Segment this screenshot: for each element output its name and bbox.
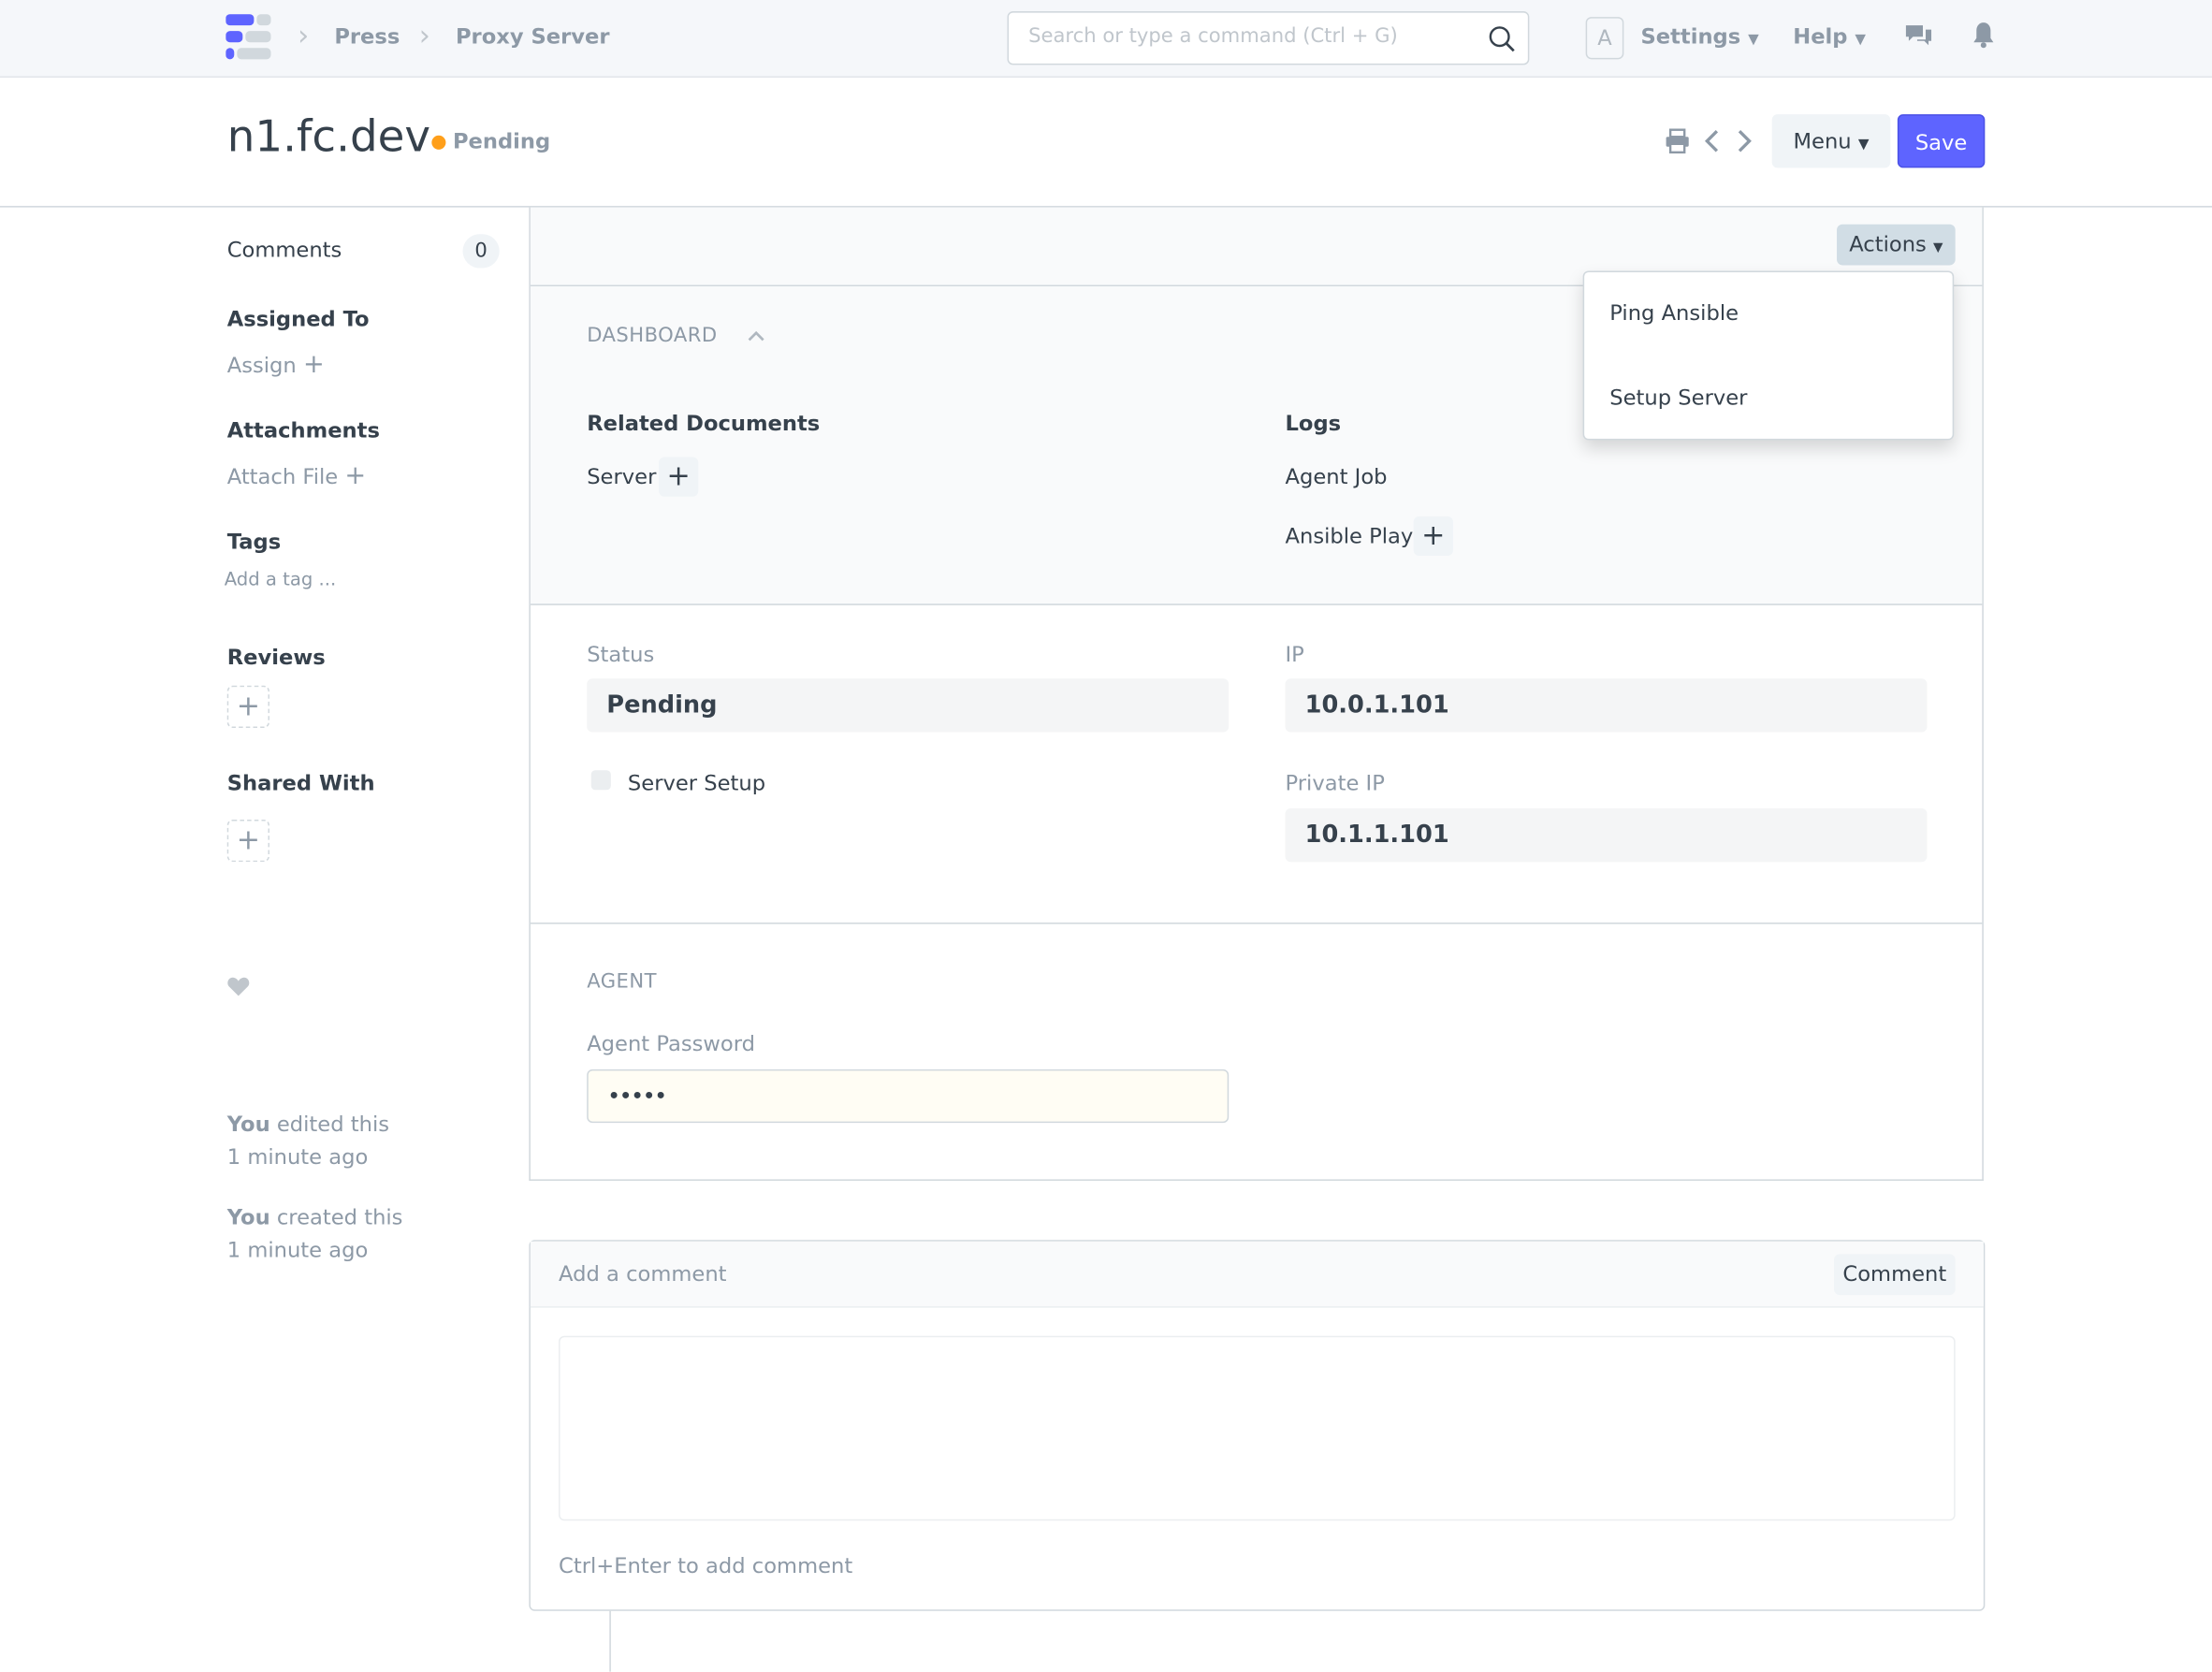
search-icon[interactable] — [1489, 25, 1517, 53]
previous-icon[interactable] — [1703, 128, 1723, 153]
breadcrumb-chevron-icon: › — [418, 18, 430, 52]
help-dropdown[interactable]: Help ▼ — [1793, 24, 1866, 50]
activity-user: You — [226, 1112, 270, 1138]
activity-created: You created this 1 minute ago — [227, 1202, 403, 1267]
assign-label: Assign — [226, 352, 297, 379]
breadcrumb-proxy-server[interactable]: Proxy Server — [455, 23, 610, 50]
comment-textarea[interactable] — [559, 1335, 1956, 1521]
settings-label: Settings — [1640, 23, 1741, 50]
attachments-heading: Attachments — [226, 417, 380, 443]
add-share-button[interactable]: + — [226, 819, 269, 863]
status-field: Pending — [587, 678, 1230, 733]
menu-label: Menu — [1793, 128, 1852, 154]
comment-hint: Ctrl+Enter to add comment — [559, 1552, 853, 1579]
help-label: Help — [1793, 23, 1848, 50]
app-logo[interactable] — [226, 14, 273, 62]
comment-header: Add a comment Comment — [530, 1241, 1984, 1308]
bell-icon[interactable] — [1971, 22, 1996, 50]
comment-box: Add a comment Comment Ctrl+Enter to add … — [529, 1240, 1986, 1611]
comment-button[interactable]: Comment — [1834, 1254, 1956, 1296]
actions-dropdown-menu — [1582, 270, 1955, 441]
activity-time: 1 minute ago — [226, 1237, 369, 1263]
caret-down-icon: ▼ — [1933, 240, 1943, 255]
next-icon[interactable] — [1734, 128, 1754, 153]
status-badge: Pending — [452, 128, 551, 154]
attach-file-label: Attach File — [226, 464, 339, 490]
status-label: Status — [587, 642, 655, 668]
chevron-up-icon[interactable] — [747, 328, 766, 342]
server-setup-checkbox[interactable] — [590, 770, 611, 791]
plus-icon: + — [344, 461, 367, 491]
heart-icon[interactable] — [227, 976, 250, 997]
plus-icon: + — [236, 821, 260, 857]
activity-user: You — [226, 1204, 270, 1230]
chat-icon[interactable] — [1904, 22, 1932, 51]
comments-count-badge: 0 — [462, 234, 500, 269]
page-title: n1.fc.dev — [226, 111, 431, 163]
menu-button[interactable]: Menu ▼ — [1771, 114, 1891, 168]
caret-down-icon: ▼ — [1748, 32, 1759, 49]
add-review-button[interactable]: + — [226, 685, 269, 728]
search-placeholder: Search or type a command (Ctrl + G) — [1028, 25, 1398, 49]
caret-down-icon: ▼ — [1855, 32, 1867, 49]
activity-action: created this — [269, 1204, 403, 1230]
avatar[interactable]: A — [1585, 17, 1624, 60]
shared-with-heading: Shared With — [226, 770, 375, 796]
plus-icon: + — [666, 458, 691, 493]
caret-down-icon: ▼ — [1857, 137, 1870, 153]
dashboard-heading[interactable]: DASHBOARD — [587, 324, 718, 347]
assigned-to-heading: Assigned To — [226, 306, 370, 332]
logs-heading: Logs — [1285, 410, 1342, 436]
related-server-link[interactable]: Server — [587, 464, 657, 490]
reviews-heading: Reviews — [226, 645, 326, 671]
agent-password-input[interactable]: ••••• — [587, 1069, 1230, 1124]
breadcrumb-chevron-icon: › — [298, 18, 310, 52]
agent-heading: AGENT — [587, 970, 657, 994]
private-ip-label: Private IP — [1285, 770, 1385, 796]
ip-field[interactable]: 10.0.1.101 — [1285, 678, 1928, 733]
actions-button[interactable]: Actions ▼ — [1837, 224, 1956, 266]
details-section: Status Pending Server Setup IP 10.0.1.10… — [530, 605, 1983, 924]
status-indicator — [431, 135, 446, 150]
menu-item-ping-ansible[interactable]: Ping Ansible — [1609, 300, 1739, 327]
server-setup-label[interactable]: Server Setup — [627, 770, 766, 796]
settings-dropdown[interactable]: Settings ▼ — [1640, 24, 1758, 50]
navbar: › Press › Proxy Server Search or type a … — [0, 0, 2212, 78]
print-icon[interactable] — [1665, 128, 1690, 154]
search-input[interactable]: Search or type a command (Ctrl + G) — [1007, 11, 1530, 65]
plus-icon: + — [1421, 517, 1446, 552]
agent-job-link[interactable]: Agent Job — [1285, 464, 1388, 490]
plus-icon: + — [236, 688, 260, 722]
comment-header-label: Add a comment — [559, 1260, 727, 1287]
breadcrumb-press[interactable]: Press — [334, 23, 400, 50]
assign-link[interactable]: Assign + — [227, 350, 325, 380]
tags-heading: Tags — [226, 529, 282, 555]
comments-label[interactable]: Comments — [226, 237, 342, 263]
activity-time: 1 minute ago — [226, 1143, 369, 1170]
save-button[interactable]: Save — [1897, 114, 1986, 168]
activity-action: edited this — [269, 1112, 390, 1138]
actions-label: Actions — [1849, 231, 1927, 257]
page-head: n1.fc.dev Pending Menu ▼ Save — [0, 78, 2212, 208]
agent-section: AGENT Agent Password ••••• — [531, 924, 1982, 1181]
menu-item-setup-server[interactable]: Setup Server — [1609, 385, 1748, 411]
add-tag-input[interactable]: Add a tag ... — [224, 570, 337, 591]
ansible-play-link[interactable]: Ansible Play — [1285, 523, 1414, 549]
related-documents-heading: Related Documents — [587, 410, 821, 436]
timeline-line — [609, 1610, 611, 1672]
plus-icon: + — [302, 349, 325, 380]
activity-edited: You edited this 1 minute ago — [227, 1109, 389, 1173]
private-ip-field[interactable]: 10.1.1.101 — [1285, 807, 1928, 863]
attach-file-link[interactable]: Attach File + — [227, 461, 366, 491]
ip-label: IP — [1285, 642, 1304, 668]
add-server-button[interactable]: + — [659, 457, 699, 497]
agent-password-label: Agent Password — [587, 1031, 755, 1057]
add-ansible-play-button[interactable]: + — [1413, 516, 1453, 557]
